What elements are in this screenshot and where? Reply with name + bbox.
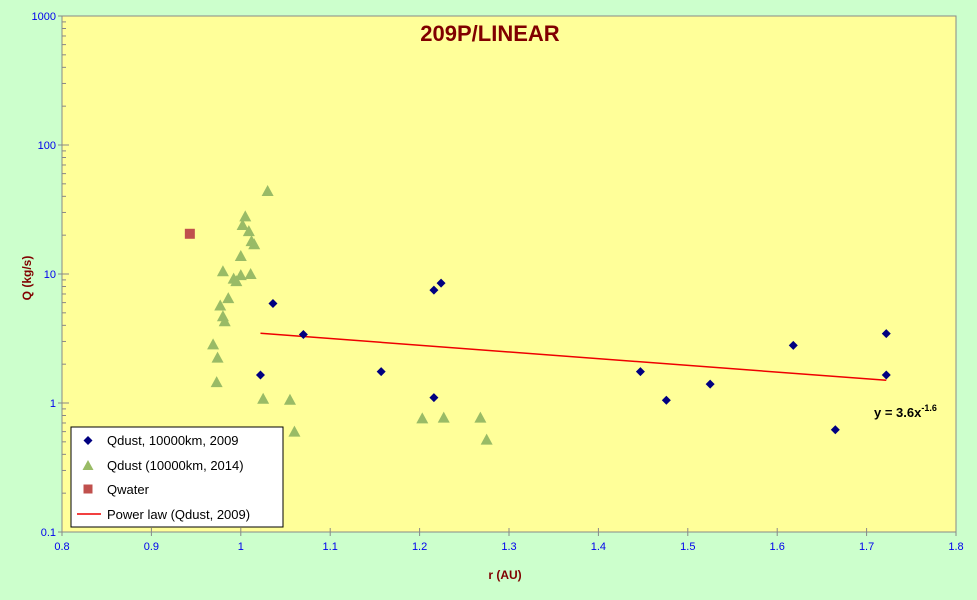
legend-label: Power law (Qdust, 2009) bbox=[107, 507, 250, 522]
qdust-2014-point bbox=[257, 392, 270, 404]
data-marks bbox=[184, 184, 891, 445]
qdust-2014-point bbox=[283, 393, 296, 405]
power-law-line bbox=[260, 332, 887, 382]
qdust-2009-point bbox=[436, 278, 446, 288]
y-tick-label: 10 bbox=[44, 269, 56, 281]
qdust-2014-point bbox=[214, 299, 227, 311]
y-tick-label: 1 bbox=[50, 398, 56, 410]
qdust-2014-point bbox=[244, 268, 257, 279]
x-axis-title: r (AU) bbox=[488, 568, 521, 582]
legend-swatch-diamond bbox=[83, 436, 93, 445]
qdust-2009-point bbox=[255, 370, 265, 380]
qdust-2014-point bbox=[242, 225, 255, 237]
qdust-2014-point bbox=[211, 351, 224, 363]
qdust-2014-point bbox=[239, 210, 252, 222]
qdust-2014-point bbox=[474, 411, 487, 423]
legend-swatch-triangle bbox=[82, 460, 94, 470]
x-tick-label: 0.8 bbox=[54, 541, 69, 553]
legend-entry-power-law: Power law (Qdust, 2009) bbox=[77, 507, 250, 522]
legend-entry-qdust-2014: Qdust (10000km, 2014) bbox=[82, 458, 244, 473]
qdust-2009-point bbox=[429, 393, 439, 403]
x-tick-label: 1.2 bbox=[412, 541, 427, 553]
y-tick-label: 100 bbox=[38, 140, 56, 152]
qdust-2009-point bbox=[268, 299, 278, 309]
qdust-2009-point bbox=[788, 340, 798, 350]
legend-box bbox=[70, 426, 284, 528]
x-tick-label: 0.9 bbox=[144, 541, 159, 553]
qdust-2014-point bbox=[288, 425, 301, 437]
x-tick-label: 1.4 bbox=[591, 541, 606, 553]
x-tick-label: 1.6 bbox=[770, 541, 785, 553]
chart-title: 209P/LINEAR bbox=[420, 21, 559, 46]
qwater-point bbox=[184, 228, 195, 239]
qdust-2009-point bbox=[881, 370, 891, 380]
qdust-2014-point bbox=[261, 184, 274, 196]
legend-entry-qdust-2009: Qdust, 10000km, 2009 bbox=[83, 433, 239, 448]
qdust-2014-point bbox=[248, 238, 261, 250]
qdust-2014-point bbox=[437, 411, 450, 423]
qdust-2009-point bbox=[661, 395, 671, 405]
x-tick-label: 1.3 bbox=[501, 541, 516, 553]
qdust-2009-point bbox=[635, 367, 645, 377]
legend-label: Qdust, 10000km, 2009 bbox=[107, 433, 239, 448]
x-tick-label: 1.7 bbox=[859, 541, 874, 553]
legend: Qdust, 10000km, 2009 Qdust (10000km, 201… bbox=[70, 426, 284, 528]
legend-entry-qwater: Qwater bbox=[83, 482, 150, 497]
x-tick-label: 1.1 bbox=[323, 541, 338, 553]
qdust-2009-point bbox=[298, 329, 308, 339]
y-axis: 0.1 1 10 100 1000 bbox=[32, 11, 69, 539]
x-tick-label: 1 bbox=[238, 541, 244, 553]
legend-label: Qwater bbox=[107, 482, 150, 497]
power-law-annotation-exponent: -1.6 bbox=[921, 403, 937, 413]
y-tick-label: 1000 bbox=[32, 11, 56, 23]
power-law-annotation: y = 3.6x-1.6 bbox=[874, 403, 937, 420]
y-axis-title: Q (kg/s) bbox=[20, 256, 34, 301]
x-axis: 0.8 0.9 1 1.1 1.2 1.3 1.4 1.5 1.6 1.7 1.8 bbox=[54, 528, 964, 553]
qdust-2014-point bbox=[222, 292, 235, 304]
qdust-2014-point bbox=[234, 269, 247, 281]
qdust-2014-point bbox=[216, 265, 229, 277]
power-law-annotation-base: y = 3.6x bbox=[874, 405, 922, 420]
qdust-2014-point bbox=[207, 338, 220, 350]
y-tick-label: 0.1 bbox=[41, 527, 56, 539]
qdust-2014-point bbox=[230, 275, 243, 287]
qdust-2014-point bbox=[480, 433, 493, 445]
qdust-2009-point bbox=[429, 285, 439, 295]
x-tick-label: 1.5 bbox=[680, 541, 695, 553]
qdust-2014-point bbox=[236, 218, 249, 230]
qdust-2014-point bbox=[218, 315, 231, 327]
qdust-2009-point bbox=[881, 329, 891, 339]
legend-swatch-square bbox=[83, 484, 93, 494]
qdust-2009-point bbox=[705, 379, 715, 389]
qdust-2014-point bbox=[210, 376, 223, 388]
qdust-2014-point bbox=[416, 412, 429, 424]
qdust-2009-point bbox=[830, 425, 840, 435]
legend-label: Qdust (10000km, 2014) bbox=[107, 458, 244, 473]
qdust-2009-point bbox=[376, 367, 386, 377]
x-tick-label: 1.8 bbox=[948, 541, 963, 553]
qdust-2014-point bbox=[234, 249, 247, 261]
